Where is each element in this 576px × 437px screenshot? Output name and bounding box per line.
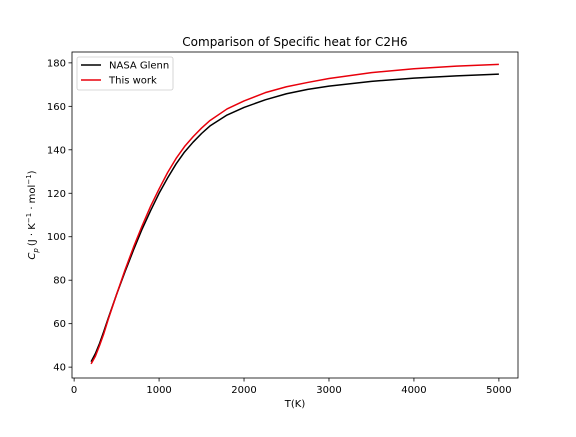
legend-label-nasa-glenn: NASA Glenn <box>109 61 169 72</box>
y-tick-label: 100 <box>47 232 66 243</box>
y-axis-ticks: 40 60 80 100 120 140 160 180 <box>47 58 72 374</box>
y-axis-label: Cp(J · K−1 · mol−1) <box>25 170 40 259</box>
y-tick-label: 180 <box>47 58 66 69</box>
x-tick-label: 2000 <box>231 385 256 396</box>
y-tick-label: 80 <box>53 276 66 287</box>
legend: NASA Glenn This work <box>76 56 174 91</box>
x-tick-label: 0 <box>71 385 77 396</box>
chart-title: Comparison of Specific heat for C2H6 <box>182 35 407 49</box>
plot-lines <box>90 63 499 365</box>
x-tick-label: 5000 <box>486 385 511 396</box>
x-axis-label: T(K) <box>284 399 306 410</box>
x-tick-label: 3000 <box>316 385 341 396</box>
series-line-this-work <box>90 63 499 365</box>
x-tick-label: 4000 <box>401 385 426 396</box>
y-tick-label: 120 <box>47 189 66 200</box>
legend-label-this-work: This work <box>108 76 157 87</box>
y-tick-label: 160 <box>47 102 66 113</box>
y-tick-label: 40 <box>53 363 66 374</box>
y-tick-label: 60 <box>53 319 66 330</box>
x-tick-label: 1000 <box>146 385 171 396</box>
y-tick-label: 140 <box>47 145 66 156</box>
plot-frame <box>71 51 519 379</box>
x-axis-ticks: 0 1000 2000 3000 4000 5000 <box>71 378 512 396</box>
